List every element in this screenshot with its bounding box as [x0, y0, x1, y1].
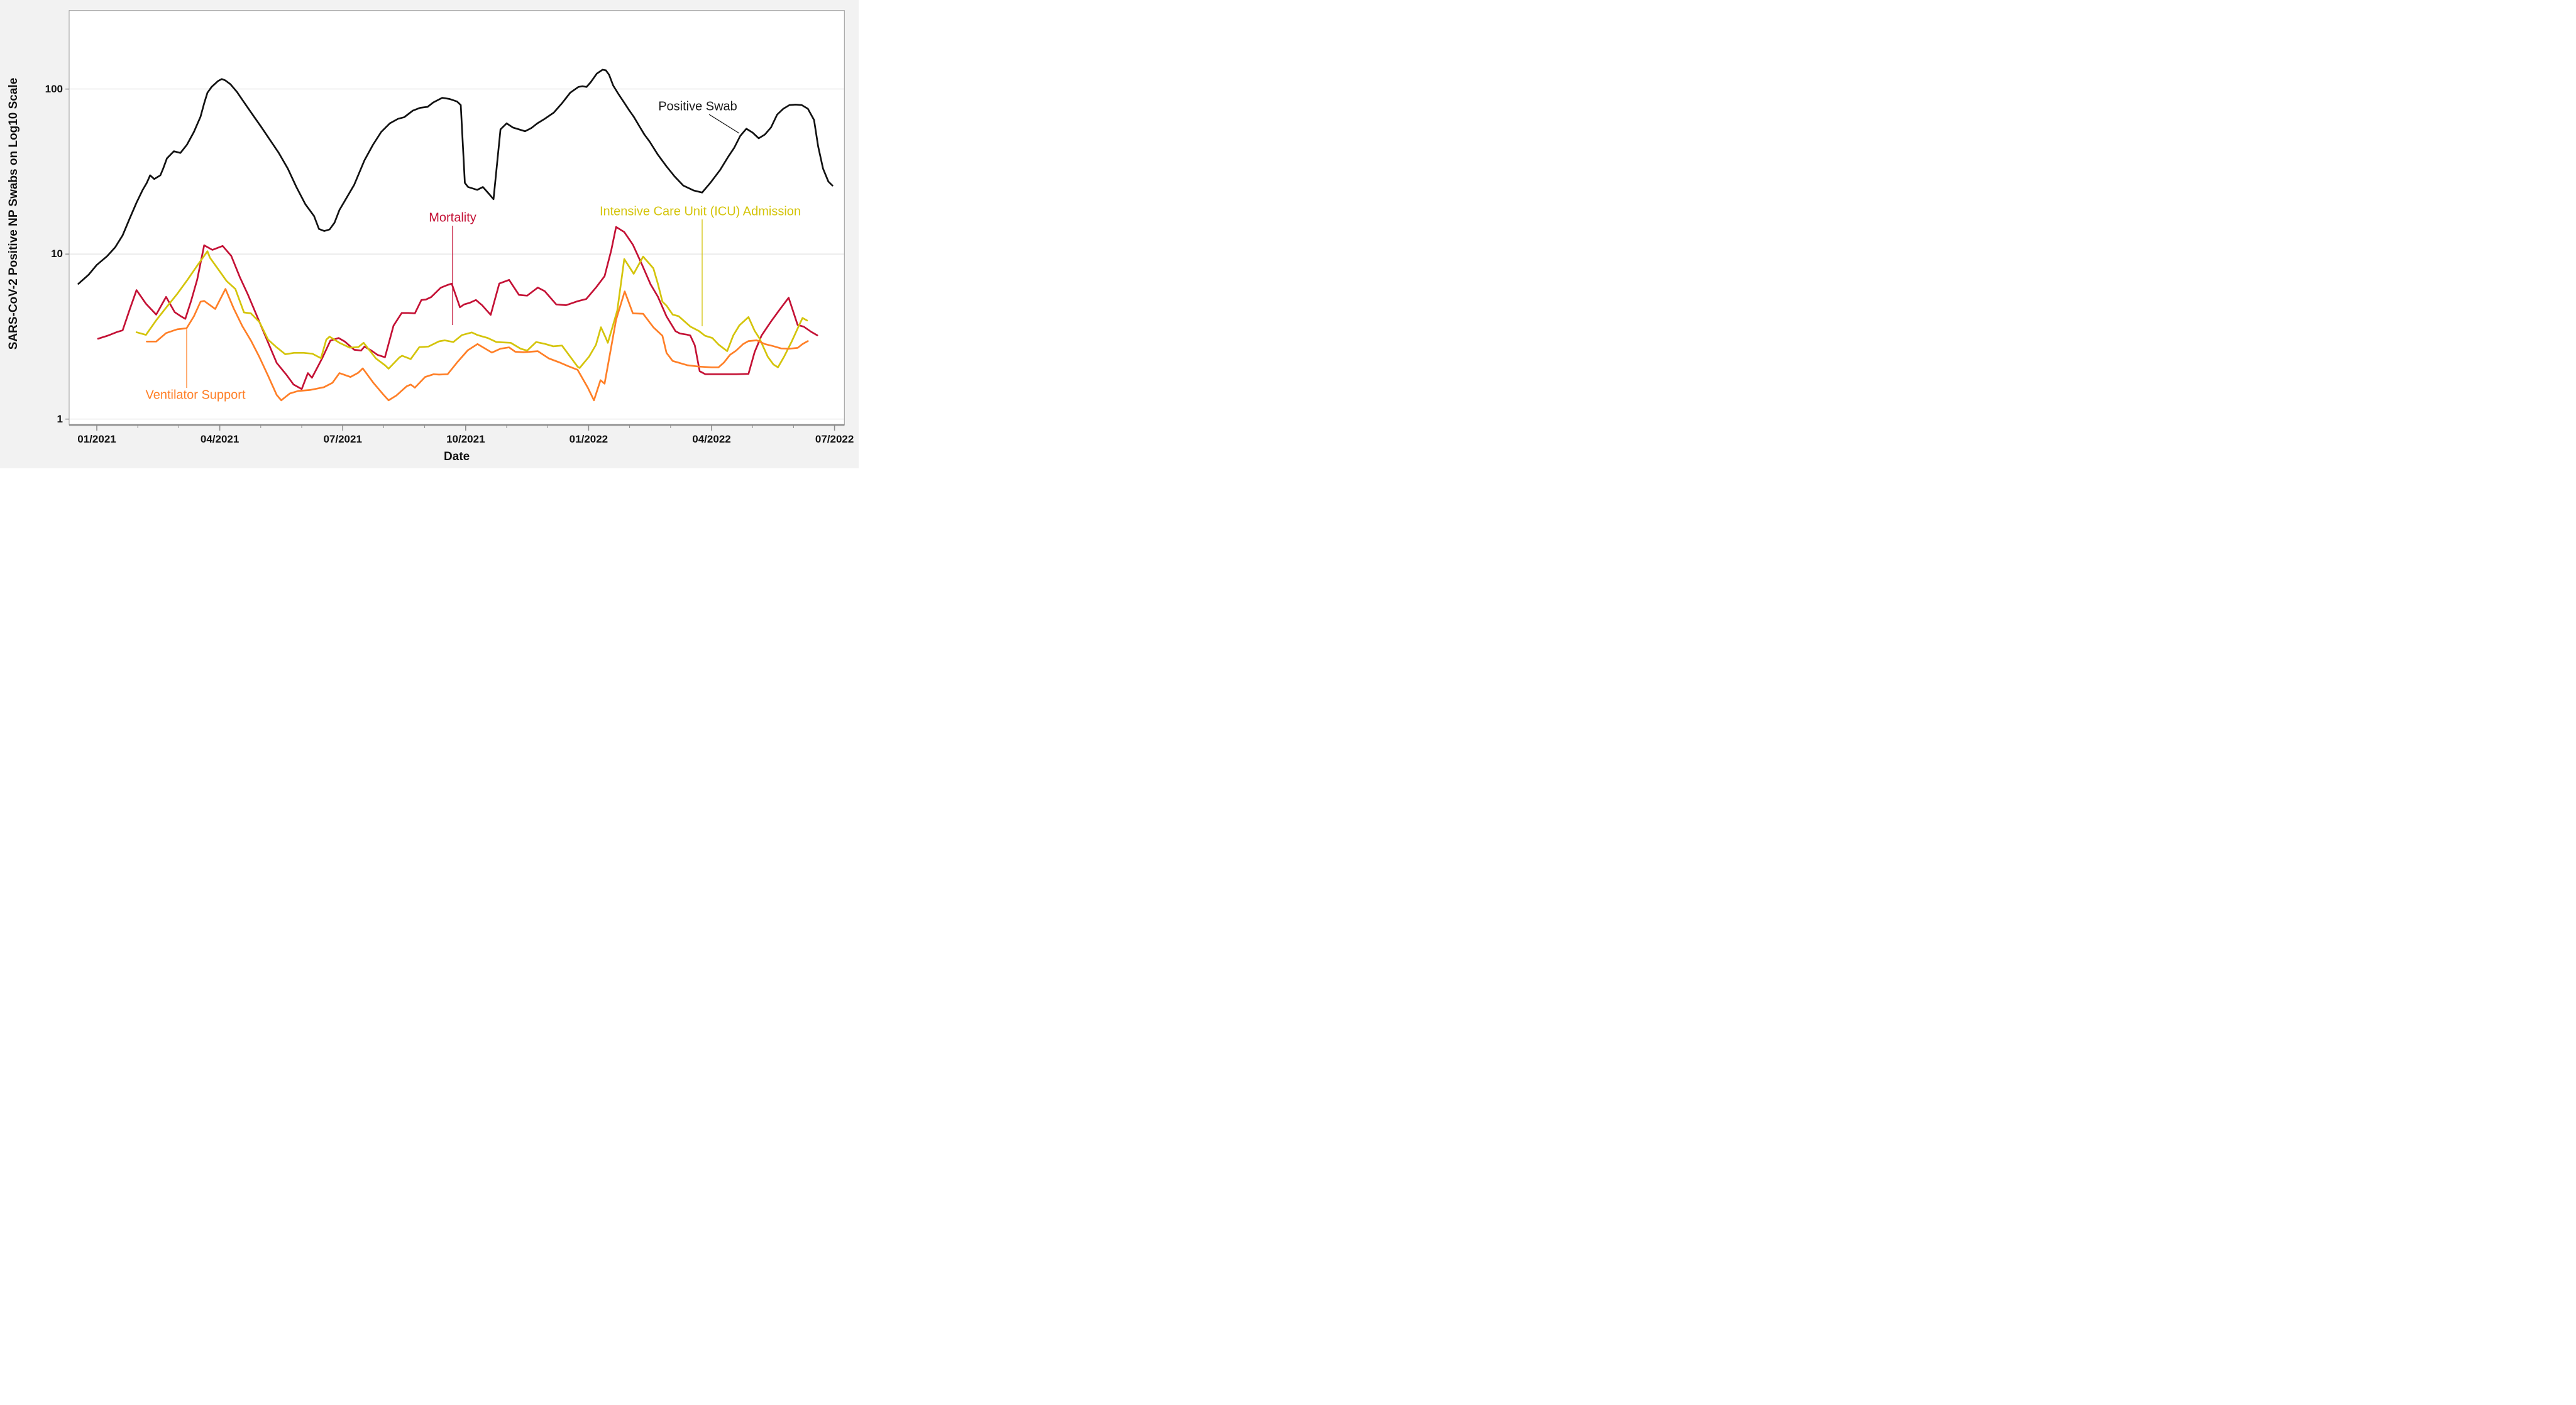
y-tick-label: 1 [57, 412, 63, 425]
x-axis-title: Date [444, 450, 470, 463]
y-tick-label: 10 [51, 248, 63, 260]
x-tick-label: 10/2021 [446, 433, 485, 445]
series-line-intensive-care-unit-icu-admission [135, 250, 808, 370]
series-label-mortality: Mortality [429, 211, 476, 225]
chart-figure: SARS-CoV-2 Positive NP Swabs on Log10 Sc… [0, 0, 859, 468]
series-label-positive-swab: Positive Swab [658, 99, 737, 114]
x-tick-label: 04/2022 [692, 433, 731, 445]
y-axis-title: SARS-CoV-2 Positive NP Swabs on Log10 Sc… [7, 78, 20, 350]
y-tick-label: 100 [45, 82, 63, 95]
series-label-intensive-care-unit-icu-admission: Intensive Care Unit (ICU) Admission [599, 204, 801, 219]
x-tick-label: 04/2021 [200, 433, 239, 445]
plot-area [69, 10, 845, 425]
x-tick-label: 07/2021 [323, 433, 362, 445]
series-label-ventilator-support: Ventilator Support [145, 388, 246, 402]
series-line-positive-swab [77, 69, 834, 285]
plot-canvas [65, 10, 845, 431]
series-line-ventilator-support [146, 288, 809, 402]
x-tick-label: 01/2021 [77, 433, 116, 445]
leader-line-positive-swab [708, 114, 740, 134]
x-tick-label: 07/2022 [815, 433, 854, 445]
series-line-mortality [97, 226, 818, 390]
x-tick-label: 01/2022 [569, 433, 608, 445]
